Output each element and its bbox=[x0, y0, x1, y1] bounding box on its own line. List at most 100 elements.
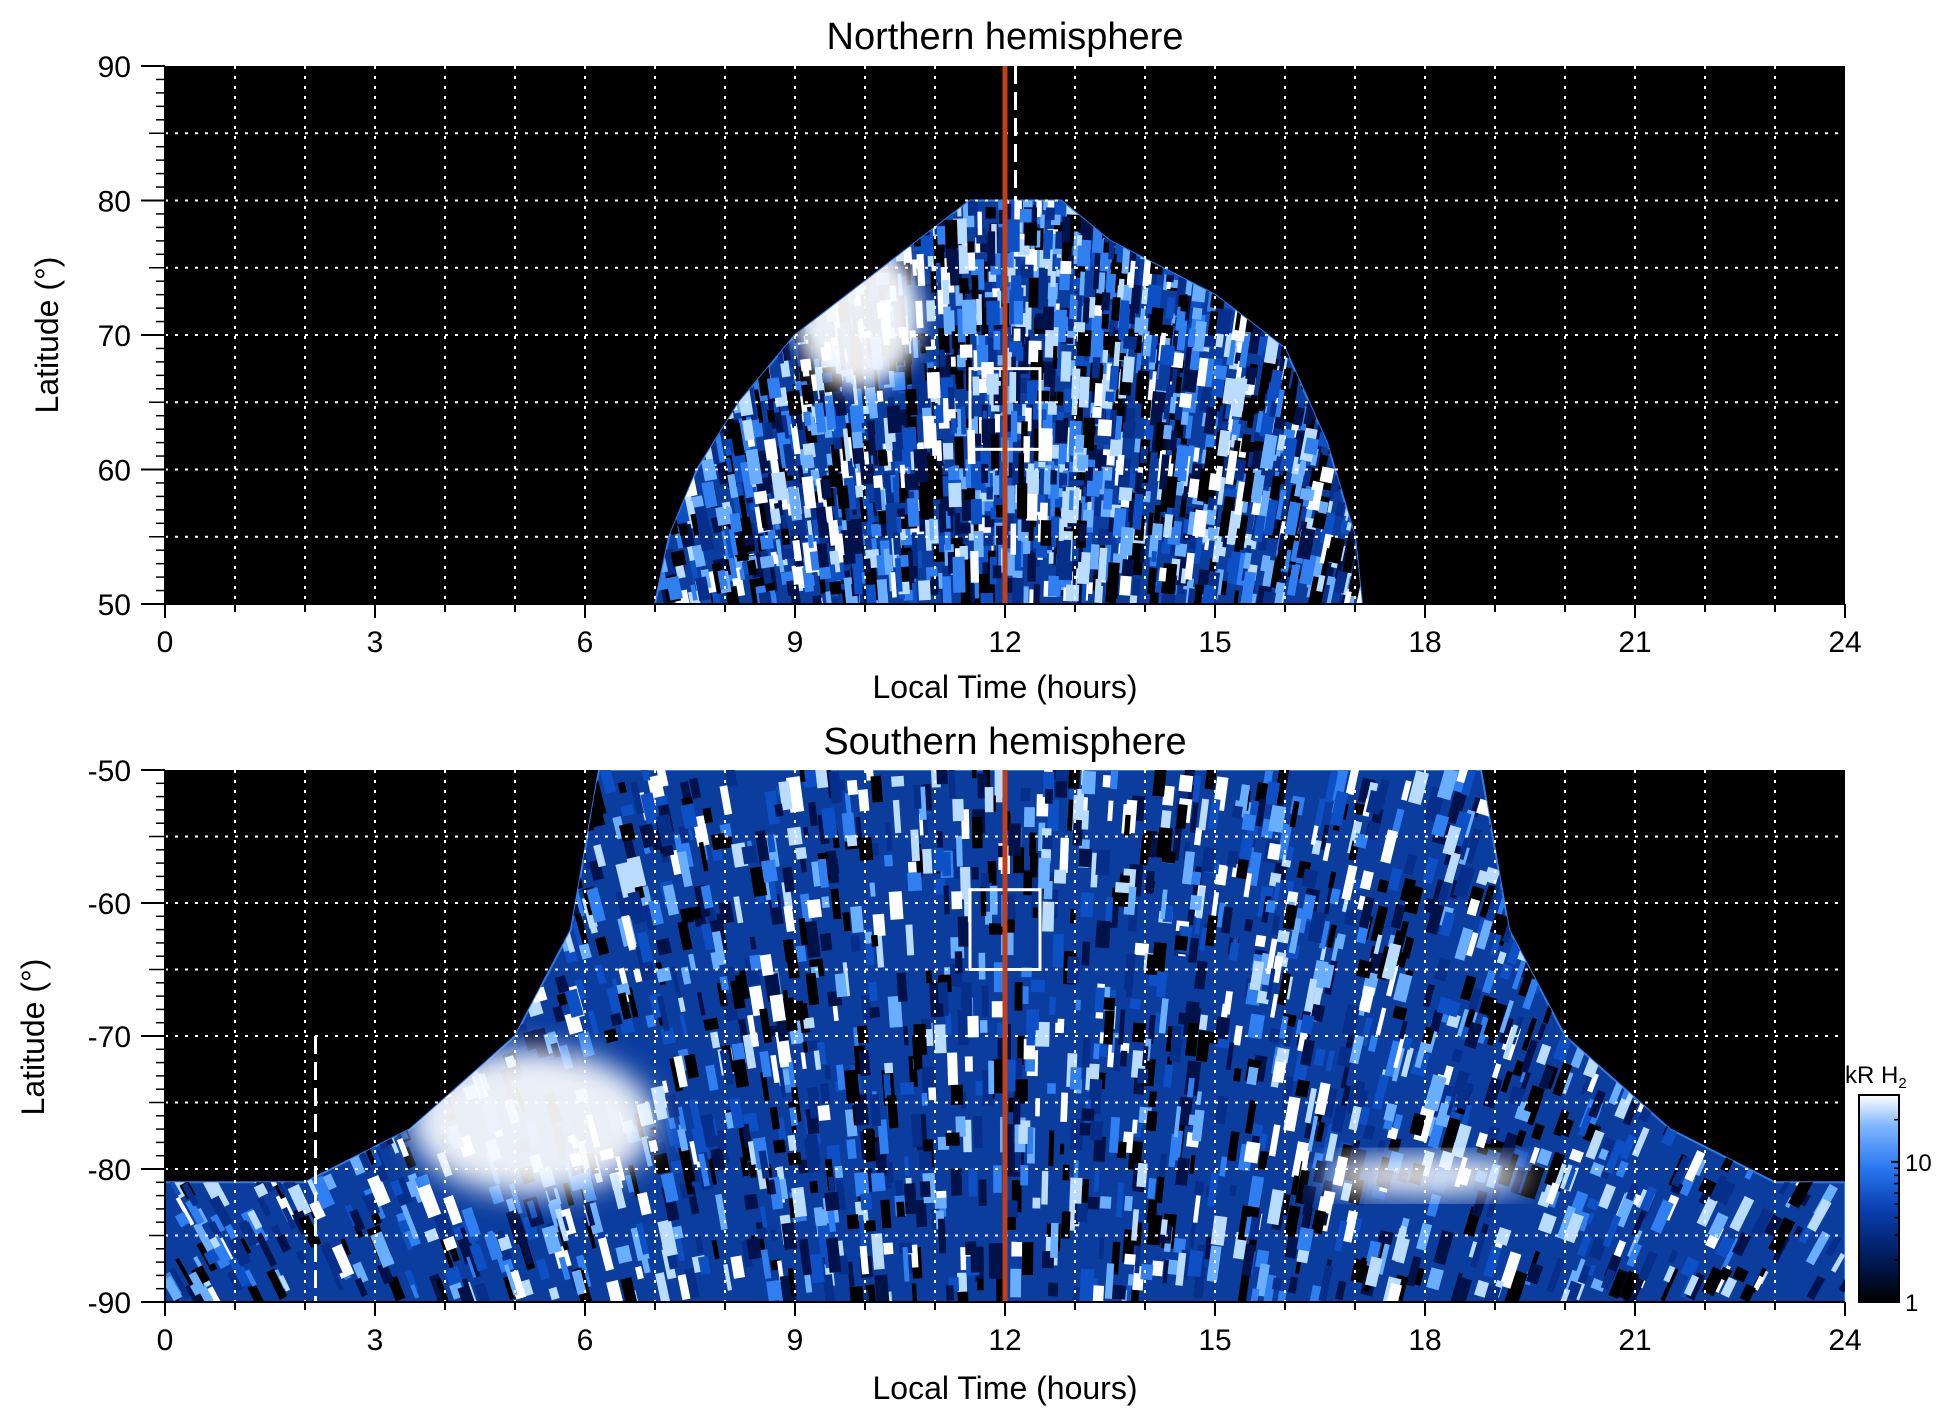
emission-streak bbox=[885, 822, 893, 852]
emission-streak bbox=[1026, 493, 1038, 521]
emission-streak bbox=[1011, 1241, 1023, 1257]
emission-streak bbox=[922, 415, 938, 449]
emission-streak bbox=[1204, 334, 1217, 348]
emission-streak bbox=[869, 1006, 881, 1018]
emission-streak bbox=[1323, 886, 1334, 915]
emission-streak bbox=[1660, 1267, 1679, 1302]
emission-streak bbox=[657, 1219, 679, 1257]
emission-streak bbox=[748, 1161, 757, 1179]
emission-streak bbox=[1023, 870, 1033, 896]
emission-streak bbox=[1119, 526, 1134, 556]
emission-streak bbox=[1328, 483, 1336, 500]
emission-streak bbox=[957, 1291, 969, 1302]
emission-streak bbox=[1304, 978, 1318, 1013]
emission-streak bbox=[1627, 1229, 1643, 1258]
emission-streak bbox=[694, 505, 712, 540]
emission-streak bbox=[978, 952, 986, 980]
emission-streak bbox=[1035, 542, 1048, 558]
emission-streak bbox=[1127, 1274, 1134, 1286]
emission-streak bbox=[775, 539, 785, 573]
emission-streak bbox=[1018, 453, 1025, 490]
emission-streak bbox=[1105, 269, 1118, 300]
emission-streak bbox=[1105, 391, 1115, 403]
emission-streak bbox=[1317, 500, 1329, 515]
emission-streak bbox=[1068, 1200, 1076, 1231]
emission-streak bbox=[701, 458, 718, 482]
y-tick-label: 80 bbox=[98, 186, 131, 219]
emission-streak bbox=[819, 932, 833, 952]
emission-streak bbox=[1118, 300, 1130, 334]
emission-streak bbox=[729, 974, 746, 1010]
emission-streak bbox=[1192, 447, 1200, 462]
emission-streak bbox=[185, 1283, 203, 1302]
emission-streak bbox=[508, 1270, 527, 1300]
y-tick-label: 60 bbox=[98, 455, 131, 488]
emission-streak bbox=[609, 1173, 627, 1210]
emission-streak bbox=[1250, 449, 1263, 472]
emission-streak bbox=[701, 481, 718, 509]
emission-streak bbox=[869, 882, 876, 897]
emission-streak bbox=[1149, 307, 1164, 336]
emission-streak bbox=[986, 373, 999, 395]
emission-streak bbox=[1184, 552, 1195, 580]
emission-streak bbox=[1048, 1130, 1055, 1167]
emission-streak bbox=[825, 591, 833, 604]
emission-streak bbox=[1173, 1237, 1187, 1254]
emission-streak bbox=[766, 408, 776, 423]
emission-streak bbox=[1372, 1074, 1390, 1111]
emission-streak bbox=[745, 448, 763, 486]
emission-streak bbox=[1041, 1170, 1049, 1205]
emission-streak bbox=[617, 781, 627, 794]
emission-streak bbox=[964, 1056, 973, 1072]
emission-streak bbox=[577, 1031, 595, 1058]
emission-streak bbox=[1087, 1196, 1100, 1210]
emission-streak bbox=[1131, 1209, 1140, 1241]
emission-streak bbox=[1370, 905, 1389, 943]
emission-streak bbox=[1076, 1202, 1088, 1223]
emission-streak bbox=[1092, 406, 1102, 419]
emission-streak bbox=[1231, 417, 1240, 436]
emission-streak bbox=[1524, 1085, 1545, 1115]
emission-streak bbox=[1043, 465, 1052, 495]
emission-streak bbox=[743, 534, 755, 547]
emission-streak bbox=[1188, 1114, 1198, 1126]
emission-streak bbox=[911, 532, 919, 568]
x-tick-label: 12 bbox=[988, 626, 1021, 659]
emission-streak bbox=[1134, 472, 1143, 493]
emission-streak bbox=[865, 584, 878, 604]
emission-streak bbox=[816, 542, 830, 575]
emission-streak bbox=[1165, 297, 1176, 319]
emission-streak bbox=[978, 573, 993, 594]
emission-streak bbox=[711, 588, 724, 604]
emission-streak bbox=[1255, 1263, 1270, 1297]
emission-streak bbox=[175, 1196, 195, 1226]
emission-streak bbox=[1045, 207, 1055, 221]
emission-streak bbox=[1094, 578, 1102, 603]
emission-streak bbox=[1258, 360, 1272, 394]
emission-streak bbox=[801, 384, 815, 405]
emission-streak bbox=[789, 584, 804, 604]
emission-streak bbox=[935, 262, 942, 283]
emission-streak bbox=[1259, 412, 1276, 438]
emission-streak bbox=[729, 422, 745, 457]
emission-streak bbox=[1040, 520, 1052, 546]
emission-streak bbox=[787, 1151, 802, 1166]
emission-streak bbox=[1108, 580, 1118, 604]
x-tick-label: 3 bbox=[367, 626, 384, 659]
emission-streak bbox=[1014, 1079, 1028, 1104]
emission-streak bbox=[1219, 1156, 1228, 1177]
emission-streak bbox=[890, 572, 897, 598]
emission-streak bbox=[1020, 787, 1031, 802]
emission-streak bbox=[1059, 837, 1070, 873]
emission-streak bbox=[1198, 569, 1207, 583]
emission-streak bbox=[984, 911, 993, 925]
emission-streak bbox=[925, 970, 933, 984]
x-tick-label: 9 bbox=[787, 626, 804, 659]
emission-streak bbox=[1223, 332, 1233, 358]
emission-streak bbox=[1123, 335, 1138, 350]
emission-streak bbox=[729, 512, 743, 533]
emission-streak bbox=[1194, 1180, 1205, 1196]
emission-streak bbox=[727, 473, 739, 499]
emission-streak bbox=[792, 513, 808, 542]
emission-streak bbox=[741, 845, 758, 865]
